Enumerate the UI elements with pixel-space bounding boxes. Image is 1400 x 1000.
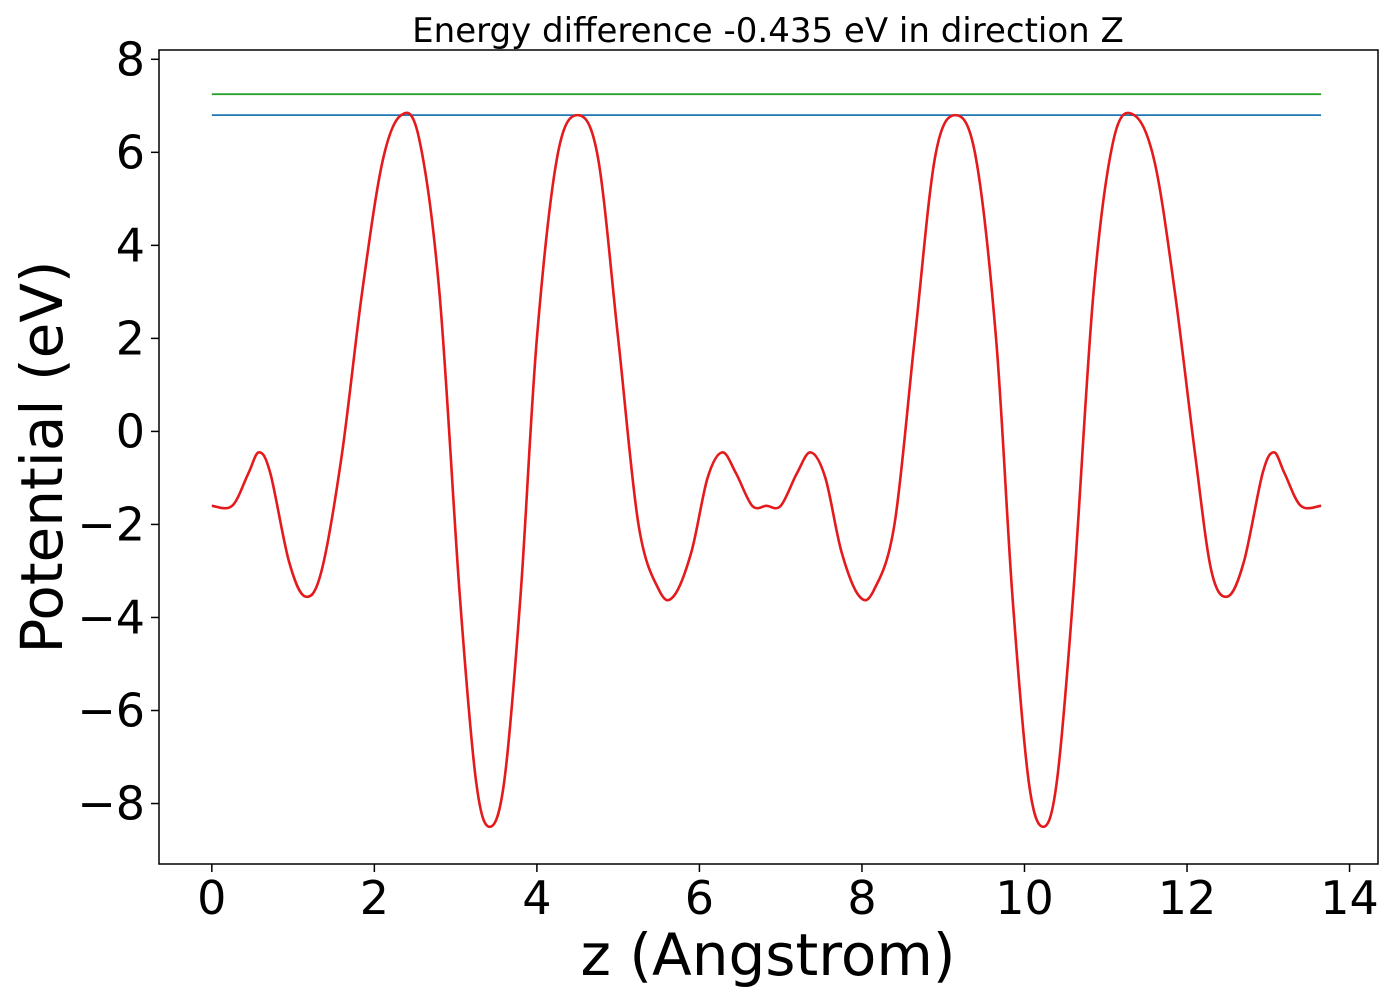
- y-tick-label: 0: [116, 404, 145, 458]
- plot-frame: [158, 49, 1379, 865]
- y-axis: −8 −6 −4 −2 0 2 4 6 8: [77, 32, 159, 831]
- y-tick-label: −6: [77, 684, 145, 738]
- series-line-2: [211, 111, 1322, 829]
- y-tick-label: 8: [116, 32, 145, 86]
- x-tick-label: 8: [847, 871, 876, 925]
- y-tick-label: −8: [77, 777, 145, 831]
- x-tick-label: 12: [1158, 871, 1217, 925]
- y-tick-label: 6: [116, 125, 145, 179]
- y-axis-label: Potential (eV): [8, 260, 76, 653]
- y-tick-label: −2: [77, 497, 145, 551]
- x-tick-label: 14: [1320, 871, 1379, 925]
- y-tick-label: −4: [77, 590, 145, 644]
- y-tick-label: 2: [116, 311, 145, 365]
- x-tick-label: 2: [360, 871, 389, 925]
- y-tick-label: 4: [116, 218, 145, 272]
- x-axis-label: z (Angstrom): [581, 921, 956, 989]
- x-tick-label: 4: [522, 871, 551, 925]
- x-axis: 0 2 4 6 8 10 12 14: [197, 864, 1379, 925]
- chart-title: Energy difference -0.435 eV in direction…: [412, 11, 1124, 51]
- x-tick-label: 0: [197, 871, 226, 925]
- x-tick-label: 10: [995, 871, 1054, 925]
- series-layer: [211, 93, 1322, 829]
- x-tick-label: 6: [685, 871, 714, 925]
